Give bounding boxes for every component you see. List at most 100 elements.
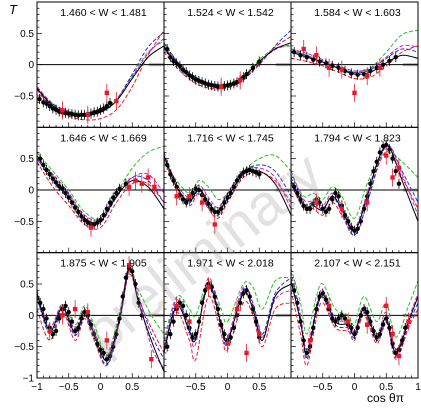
data-point-black (190, 75, 195, 80)
curve-blue (37, 31, 164, 116)
x-tick-label: −0.5 (313, 382, 333, 393)
data-point-black (196, 319, 202, 324)
data-point-black (212, 294, 217, 299)
y-tick-label: 0 (28, 311, 34, 322)
data-point-black (311, 325, 316, 331)
data-point-black (88, 322, 94, 327)
data-point-black (349, 71, 354, 76)
axis-labels: T cos θπ (9, 2, 404, 405)
data-point-black (50, 176, 56, 181)
data-point-black (234, 178, 240, 183)
data-point-black (107, 353, 113, 359)
data-point-black (295, 190, 300, 196)
data-point-black (107, 200, 113, 205)
data-point-red (352, 90, 357, 96)
data-point-black (355, 226, 360, 232)
data-point-black (323, 297, 329, 302)
y-tick-label: −0.5 (14, 92, 34, 103)
data-point-red (257, 331, 262, 337)
data-point-black (361, 306, 367, 312)
data-point-black (339, 313, 344, 318)
x-tick-label: 0 (98, 382, 104, 393)
data-point-black (352, 331, 357, 337)
x-tick-label: −0.5 (186, 382, 206, 393)
data-point-red (187, 319, 192, 324)
data-point-black (193, 331, 198, 337)
data-point-black (41, 306, 46, 312)
red-data (174, 278, 262, 362)
panel-title: 1.716 < W < 1.745 (187, 132, 274, 144)
red-data (314, 146, 402, 218)
data-point-black (69, 319, 75, 324)
data-point-black (358, 219, 364, 224)
data-point-black (333, 190, 338, 196)
panel-3: 1.584 < W < 1.603 (290, 1, 419, 128)
red-data (307, 296, 411, 366)
data-point-black (336, 316, 341, 321)
data-point-black (79, 316, 84, 321)
data-point-black (311, 57, 316, 62)
data-point-black (355, 72, 360, 77)
data-point-black (250, 65, 256, 71)
data-point-black (304, 54, 310, 60)
curve-green (164, 277, 291, 341)
data-point-black (244, 71, 249, 77)
data-point-black (174, 61, 179, 66)
data-point-black (253, 319, 259, 324)
data-point-black (387, 58, 392, 64)
data-point-red (238, 78, 243, 83)
data-point-red (314, 200, 319, 205)
panel-title: 1.794 < W < 1.823 (314, 132, 401, 144)
panel-6: 1.794 < W < 1.823 (290, 126, 419, 254)
panel-title: 1.524 < W < 1.542 (187, 7, 274, 19)
data-point-black (390, 341, 395, 346)
data-point-black (387, 325, 392, 331)
data-point-black (307, 206, 313, 211)
data-point-black (63, 303, 68, 309)
black-data (291, 47, 398, 80)
data-point-black (114, 190, 119, 196)
data-point-red (206, 284, 211, 290)
data-point-red (244, 350, 249, 356)
data-point-black (184, 313, 189, 318)
curve-magenta (291, 44, 418, 72)
data-point-red (339, 67, 344, 72)
data-point-black (101, 106, 106, 111)
data-point-black (212, 209, 217, 215)
data-point-black (63, 190, 68, 196)
data-point-black (60, 186, 65, 191)
y-tick-label: 0.5 (20, 29, 34, 40)
data-point-black (190, 335, 195, 340)
data-point-black (180, 303, 186, 309)
data-point-black (298, 319, 303, 324)
data-point-black (218, 206, 224, 211)
data-point-black (53, 107, 59, 112)
data-point-black (180, 67, 186, 72)
data-point-red (390, 175, 395, 180)
data-point-black (95, 109, 100, 114)
data-point-red (47, 328, 52, 334)
curve-green (37, 270, 164, 354)
data-point-red (406, 319, 411, 324)
red-data (301, 40, 383, 102)
data-point-black (257, 59, 262, 64)
curve-blue (291, 277, 418, 360)
model-curves (164, 29, 291, 90)
x-tick-label: 1 (415, 382, 421, 393)
panel-title: 2.107 < W < 2.151 (314, 258, 401, 270)
curve-solid (37, 155, 164, 224)
data-point-black (228, 190, 233, 196)
x-tick-label: 0.5 (379, 382, 393, 393)
panel-title: 1.971 < W < 2.018 (187, 258, 274, 270)
data-point-black (98, 217, 103, 223)
data-point-black (130, 269, 135, 274)
data-point-black (177, 63, 183, 69)
x-tick-label: 0.5 (125, 382, 139, 393)
panel-2: 1.524 < W < 1.542 (163, 1, 292, 128)
data-point-black (199, 300, 205, 305)
data-point-black (53, 180, 59, 185)
data-point-black (47, 172, 52, 177)
curve-magenta (37, 37, 164, 115)
data-point-black (250, 306, 256, 312)
black-data (164, 44, 262, 92)
